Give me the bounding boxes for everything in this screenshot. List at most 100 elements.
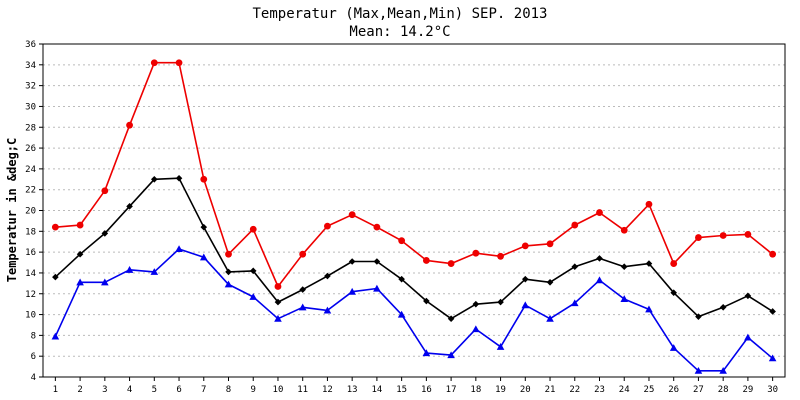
x-tick-label: 4: [127, 385, 132, 395]
data-point-max: [249, 225, 257, 233]
data-point-mean: [423, 297, 430, 305]
y-tick-label: 26: [25, 144, 36, 154]
data-point-min: [645, 305, 653, 313]
x-tick-label: 26: [668, 385, 679, 395]
y-tick-label: 34: [25, 61, 36, 71]
data-point-mean: [225, 268, 232, 276]
data-point-min: [744, 333, 752, 341]
x-tick-label: 13: [347, 385, 358, 395]
y-tick-label: 32: [25, 82, 36, 92]
data-point-min: [768, 354, 777, 362]
chart-subtitle: Mean: 14.2°C: [349, 24, 450, 40]
y-tick-label: 8: [31, 331, 36, 341]
data-point-min: [570, 299, 579, 307]
data-point-max: [571, 221, 579, 229]
data-point-max: [274, 283, 282, 290]
data-point-min: [125, 266, 134, 273]
x-tick-label: 22: [569, 385, 580, 395]
y-tick-label: 30: [25, 102, 36, 112]
data-point-mean: [76, 250, 84, 258]
data-point-max: [324, 222, 331, 230]
data-point-mean: [52, 273, 59, 281]
y-tick-label: 16: [25, 248, 36, 258]
x-tick-label: 23: [594, 385, 605, 395]
x-tick-label: 2: [77, 385, 82, 395]
x-tick-label: 21: [545, 385, 556, 395]
data-point-max: [348, 211, 356, 219]
data-point-min: [719, 366, 727, 374]
data-point-max: [769, 250, 777, 258]
x-tick-label: 18: [470, 385, 481, 395]
data-point-mean: [769, 308, 776, 315]
series-line-max: [55, 61, 774, 288]
x-tick-label: 11: [297, 385, 308, 395]
data-point-max: [472, 249, 480, 257]
data-point-max: [175, 59, 183, 67]
x-tick-label: 7: [201, 385, 206, 395]
y-tick-label: 4: [31, 373, 36, 383]
data-point-mean: [373, 258, 381, 265]
data-point-mean: [571, 263, 579, 270]
data-point-max: [225, 250, 232, 258]
y-axis-title: Temperatur in &deg;C: [5, 138, 19, 283]
data-point-min: [546, 314, 554, 322]
data-point-max: [670, 260, 678, 267]
data-point-mean: [200, 223, 208, 231]
data-point-min: [620, 295, 629, 302]
data-point-min: [521, 301, 530, 309]
data-point-min: [669, 344, 678, 351]
data-point-max: [546, 240, 554, 248]
x-tick-label: 9: [251, 385, 256, 395]
data-point-min: [496, 343, 505, 350]
data-point-max: [299, 250, 307, 258]
data-point-min: [447, 351, 455, 359]
x-tick-label: 17: [446, 385, 457, 395]
data-point-max: [51, 223, 59, 231]
data-point-mean: [645, 260, 653, 267]
data-point-mean: [472, 300, 480, 308]
data-point-max: [645, 200, 653, 208]
data-point-max: [373, 223, 381, 231]
data-point-mean: [126, 203, 133, 210]
data-point-max: [422, 257, 430, 264]
data-point-max: [695, 234, 702, 241]
data-point-mean: [546, 279, 554, 286]
data-point-max: [150, 59, 158, 67]
x-tick-label: 27: [693, 385, 704, 395]
data-point-min: [422, 349, 431, 357]
data-point-mean: [497, 298, 504, 306]
y-tick-label: 28: [25, 123, 36, 133]
data-point-mean: [175, 174, 183, 182]
y-tick-label: 36: [25, 40, 36, 50]
data-point-max: [497, 252, 504, 260]
data-series: [51, 59, 777, 374]
x-tick-label: 3: [102, 385, 107, 395]
grid-lines: [43, 64, 785, 357]
data-point-max: [398, 237, 406, 245]
data-point-min: [249, 293, 258, 300]
data-point-mean: [719, 303, 727, 311]
data-point-min: [101, 278, 109, 286]
data-point-mean: [324, 272, 331, 280]
data-point-max: [126, 121, 133, 129]
x-tick-label: 16: [421, 385, 432, 395]
data-point-mean: [744, 292, 752, 300]
data-point-mean: [447, 315, 455, 323]
x-tick-label: 14: [371, 385, 382, 395]
data-point-mean: [151, 175, 158, 183]
data-point-min: [595, 276, 604, 284]
series-line-mean: [54, 177, 774, 320]
data-point-mean: [522, 275, 529, 283]
x-tick-label: 15: [396, 385, 407, 395]
data-point-min: [175, 245, 183, 253]
x-tick-label: 1: [53, 385, 58, 395]
data-point-mean: [620, 263, 628, 270]
data-point-min: [51, 332, 60, 340]
data-point-min: [224, 280, 233, 288]
y-tick-label: 20: [25, 207, 36, 217]
data-point-min: [373, 284, 381, 292]
series-min: [51, 245, 777, 374]
chart-title: Temperatur (Max,Mean,Min) SEP. 2013: [252, 6, 547, 22]
